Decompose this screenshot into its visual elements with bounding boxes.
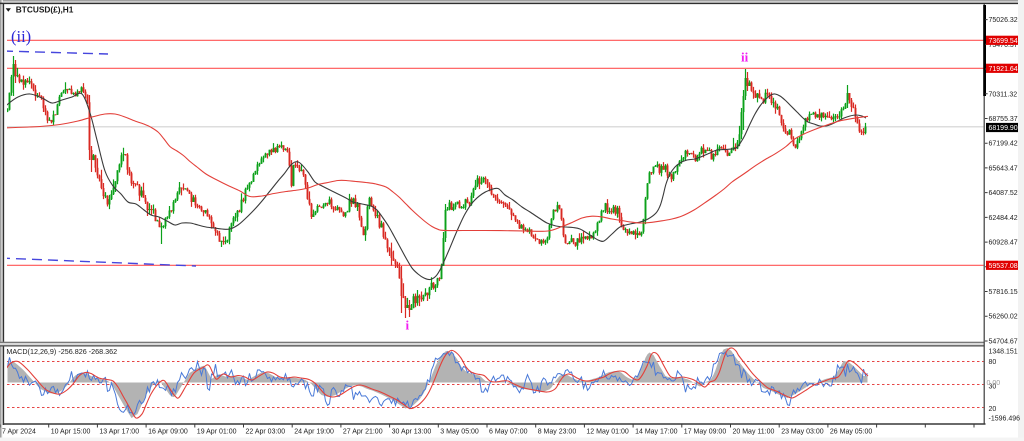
svg-text:3 May 05:00: 3 May 05:00 [440, 429, 479, 436]
svg-text:19 Apr 01:00: 19 Apr 01:00 [197, 429, 237, 436]
svg-text:56260.02: 56260.02 [989, 314, 1018, 321]
svg-text:6 May 07:00: 6 May 07:00 [489, 429, 528, 436]
svg-text:64087.52: 64087.52 [989, 190, 1018, 197]
svg-text:7 Apr 2024: 7 Apr 2024 [2, 429, 36, 436]
svg-text:8 May 23:00: 8 May 23:00 [538, 429, 577, 436]
svg-text:20: 20 [989, 406, 997, 413]
svg-text:70311.32: 70311.32 [989, 91, 1018, 98]
svg-text:67199.42: 67199.42 [989, 141, 1018, 148]
svg-text:-1596.496: -1596.496 [989, 416, 1021, 423]
svg-text:16 Apr 09:00: 16 Apr 09:00 [148, 429, 188, 436]
svg-text:(ii): (ii) [11, 27, 31, 46]
svg-text:13 Apr 17:00: 13 Apr 17:00 [99, 429, 139, 436]
svg-text:17 May 09:00: 17 May 09:00 [684, 429, 727, 436]
svg-text:12 May 01:00: 12 May 01:00 [586, 429, 629, 436]
svg-text:71921.64: 71921.64 [989, 66, 1018, 73]
svg-text:73470.37: 73470.37 [989, 42, 1018, 49]
svg-text:10 Apr 15:00: 10 Apr 15:00 [51, 429, 91, 436]
svg-text:i: i [406, 318, 410, 333]
svg-text:68199.90: 68199.90 [989, 125, 1018, 132]
svg-text:14 May 17:00: 14 May 17:00 [635, 429, 678, 436]
svg-text:30: 30 [989, 384, 997, 391]
svg-text:54704.67: 54704.67 [989, 339, 1018, 346]
svg-text:75026.32: 75026.32 [989, 17, 1018, 24]
svg-text:1348.151: 1348.151 [989, 349, 1018, 356]
svg-text:27 Apr 21:00: 27 Apr 21:00 [343, 429, 383, 436]
svg-text:30 Apr 13:00: 30 Apr 13:00 [392, 429, 432, 436]
svg-text:65643.47: 65643.47 [989, 165, 1018, 172]
svg-text:BTCUSD(£),H1: BTCUSD(£),H1 [16, 5, 74, 15]
svg-text:24 Apr 19:00: 24 Apr 19:00 [294, 429, 334, 436]
svg-text:62484.42: 62484.42 [989, 215, 1018, 222]
svg-text:20 May 11:00: 20 May 11:00 [733, 429, 775, 436]
svg-text:73699.54: 73699.54 [989, 38, 1018, 45]
svg-text:80: 80 [989, 359, 997, 366]
svg-text:68755.37: 68755.37 [989, 116, 1018, 123]
svg-text:23 May 03:00: 23 May 03:00 [781, 429, 824, 436]
svg-text:59537.08: 59537.08 [989, 263, 1018, 270]
svg-text:MACD(12,26,9) -256.826 -268.36: MACD(12,26,9) -256.826 -268.362 [6, 347, 117, 356]
svg-text:60928.47: 60928.47 [989, 240, 1018, 247]
svg-text:22 Apr 03:00: 22 Apr 03:00 [246, 429, 286, 436]
svg-text:0.00: 0.00 [987, 380, 1001, 387]
svg-text:ii: ii [741, 50, 749, 65]
svg-text:57816.15: 57816.15 [989, 289, 1018, 296]
svg-text:26 May 05:00: 26 May 05:00 [830, 429, 873, 436]
